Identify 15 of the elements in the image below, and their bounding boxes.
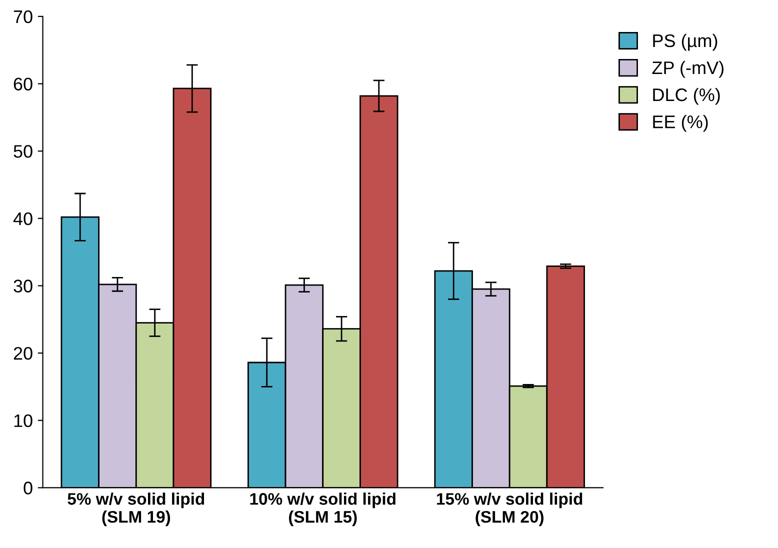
legend-label: PS (µm) [653,34,718,51]
y-tick-label: 70 [14,10,32,24]
y-tick-label: 30 [14,280,32,292]
y-tick-label: 20 [14,347,32,360]
legend-label: EE (%) [653,114,708,132]
x-tick-label: 5% w/v solid lipid (SLM 19) [68,492,204,526]
y-tick-label: 0 [24,482,32,494]
y-tick-label: 50 [14,145,32,158]
legend-label: ZP (-mV) [652,60,724,78]
x-tick-label: 15% w/v solid lipid (SLM 20) [437,492,582,526]
legend-label: DLC (%) [653,88,720,105]
y-tick-label: 60 [14,78,32,90]
y-tick-label: 40 [13,212,32,226]
x-tick-label: 10% w/v solid lipid (SLM 15) [250,492,396,526]
y-tick-label: 10 [14,414,32,428]
